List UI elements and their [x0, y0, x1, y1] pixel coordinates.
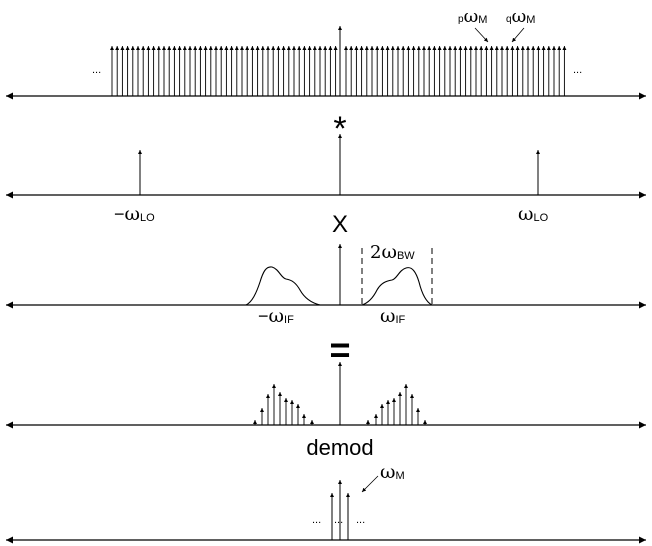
label-pos-omega-if: ωIF: [380, 305, 406, 327]
pos-if-band: [362, 268, 432, 305]
label-omega-m: ωM: [380, 461, 405, 483]
label-2-omega-bw: 2ωBW: [370, 241, 415, 263]
pointer-arrow-p: [475, 28, 488, 42]
demod-ellipsis-center: ...: [334, 514, 343, 526]
comb-lines: [112, 46, 564, 96]
lo-spectrum-row: −ωLO ωLO: [6, 134, 646, 225]
comb-right-ellipsis: ...: [573, 64, 582, 76]
neg-if-band: [246, 267, 320, 305]
pointer-arrow-omega-m: [362, 476, 378, 492]
demod-ellipsis-left: ...: [312, 514, 321, 526]
demod-label: demod: [306, 435, 373, 460]
comb-spectrum-row: ... ... pωM qωM: [6, 6, 646, 96]
mixed-spectrum-row: [6, 362, 646, 425]
pointer-arrow-q: [512, 28, 524, 42]
comb-left-ellipsis: ...: [92, 64, 101, 76]
if-spectrum-row: 2ωBW −ωIF ωIF: [6, 241, 646, 327]
demod-spectrum-row: ... ... ... ωM: [6, 461, 646, 540]
label-p-omega-m: pωM: [458, 6, 487, 27]
label-q-omega-m: qωM: [506, 6, 535, 27]
label-neg-omega-lo: −ωLO: [114, 203, 155, 225]
multiply-operator: X: [332, 211, 348, 238]
label-pos-omega-lo: ωLO: [518, 203, 549, 225]
label-neg-omega-if: −ωIF: [258, 305, 294, 327]
demod-ellipsis-right: ...: [356, 514, 365, 526]
